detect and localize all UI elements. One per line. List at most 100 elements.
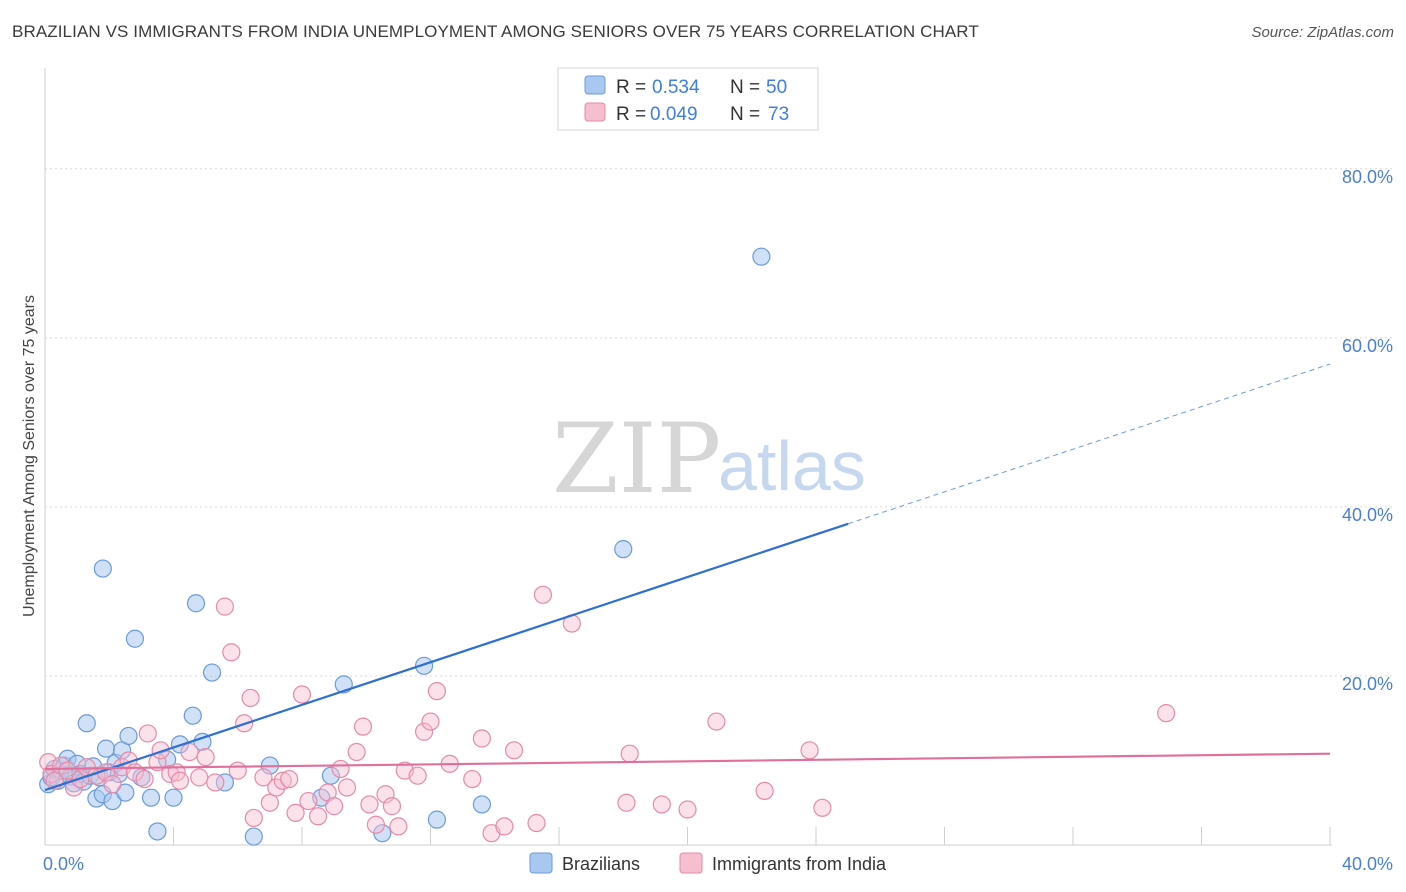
legend-r-value-1: 0.534 <box>652 77 700 98</box>
brazilians-point-31 <box>164 788 183 807</box>
india-point-73 <box>1157 704 1176 723</box>
brazilians-point-45 <box>427 810 447 829</box>
bottom-legend-india: Immigrants from India <box>712 854 887 874</box>
india-point-31 <box>254 768 273 787</box>
brazilians-point-28 <box>141 788 161 807</box>
brazilians-point-26 <box>125 629 145 648</box>
india-point-43 <box>337 778 357 797</box>
brazilians-point-35 <box>193 732 212 751</box>
india-point-37 <box>292 685 312 704</box>
trend-lines <box>44 363 1331 792</box>
brazilians-point-37 <box>215 773 234 792</box>
india-point-49 <box>382 797 402 816</box>
legend-swatch-blue <box>584 75 606 95</box>
y-tick-label-3: 80.0% <box>1342 167 1393 187</box>
india-point-23 <box>196 747 215 767</box>
legend-n-value-1: 50 <box>766 77 787 98</box>
india-point-4 <box>58 761 77 780</box>
india-point-50 <box>389 817 408 836</box>
brazilians-point-48 <box>752 247 771 266</box>
legend-n-label-1: N = <box>730 77 760 98</box>
india-point-71 <box>800 741 819 760</box>
india-point-22 <box>190 768 209 787</box>
india-point-53 <box>414 722 434 741</box>
india-point-67 <box>652 795 671 814</box>
brazilians-point-33 <box>183 706 202 725</box>
legend-swatch-pink <box>584 102 606 122</box>
india-point-25 <box>215 597 234 616</box>
india-point-30 <box>244 808 263 828</box>
bottom-legend-swatch-india <box>679 852 703 874</box>
bottom-legend: Brazilians Immigrants from India <box>529 852 887 874</box>
india-point-66 <box>620 744 639 763</box>
india-point-48 <box>376 785 395 804</box>
y-tick-label-1: 40.0% <box>1342 505 1393 525</box>
india-trend-line <box>44 752 1331 771</box>
bottom-legend-swatch-brazilians <box>529 852 553 874</box>
india-point-57 <box>463 769 482 789</box>
india-point-18 <box>161 764 180 784</box>
india-point-36 <box>286 803 305 822</box>
watermark-zip: ZIP <box>552 403 721 515</box>
watermark-atlas: atlas <box>718 427 866 505</box>
brazilians-point-29 <box>148 822 167 841</box>
india-point-47 <box>366 815 385 834</box>
brazilians-point-12 <box>77 714 96 733</box>
legend-n-value-2: 73 <box>768 104 789 125</box>
india-point-69 <box>707 712 726 731</box>
bottom-legend-brazilians: Brazilians <box>562 854 640 874</box>
india-point-55 <box>427 682 447 701</box>
india-point-52 <box>408 766 427 785</box>
india-points <box>39 585 1176 843</box>
chart-title: BRAZILIAN VS IMMIGRANTS FROM INDIA UNEMP… <box>12 22 979 41</box>
legend-box: R = 0.534 N = 50 R = 0.049 N = 73 <box>557 67 819 131</box>
india-point-62 <box>527 813 546 833</box>
india-point-63 <box>533 585 553 604</box>
legend-r-label-1: R = <box>616 77 646 98</box>
brazilians-point-36 <box>202 663 222 682</box>
legend-r-value-2: 0.049 <box>650 104 698 125</box>
india-point-42 <box>331 759 350 779</box>
brazilians-trend-line <box>44 522 849 792</box>
india-point-32 <box>260 793 279 812</box>
axes <box>44 68 1332 846</box>
brazilians-point-18 <box>96 739 116 758</box>
brazilians-point-34 <box>186 594 206 613</box>
india-point-15 <box>138 724 157 743</box>
india-point-26 <box>222 643 241 662</box>
india-point-20 <box>170 771 190 790</box>
legend-n-label-2: N = <box>730 104 760 125</box>
india-point-45 <box>353 717 373 736</box>
india-point-65 <box>617 793 636 812</box>
india-point-39 <box>308 807 328 826</box>
brazilians-point-25 <box>119 726 138 746</box>
india-point-72 <box>813 798 832 817</box>
watermark: ZIP atlas <box>552 403 866 515</box>
legend-r-label-2: R = <box>616 104 646 125</box>
india-point-21 <box>180 742 199 762</box>
brazilians-trend-extension <box>847 363 1331 525</box>
india-point-60 <box>495 817 514 836</box>
india-point-35 <box>280 769 299 789</box>
india-point-17 <box>151 741 170 760</box>
india-point-61 <box>504 741 524 760</box>
tick-labels: 20.0% 40.0% 60.0% 80.0% 0.0% 40.0% <box>43 167 1393 874</box>
source-label: Source: ZipAtlas.com <box>1251 24 1394 41</box>
y-tick-label-2: 60.0% <box>1342 336 1393 356</box>
india-point-10 <box>103 775 122 794</box>
y-axis-label: Unemployment Among Seniors over 75 years <box>21 295 38 617</box>
india-point-27 <box>228 761 247 780</box>
india-point-41 <box>325 797 344 816</box>
brazilians-point-38 <box>244 827 263 846</box>
india-point-14 <box>135 769 154 789</box>
india-point-46 <box>360 795 379 814</box>
india-point-38 <box>299 791 318 811</box>
brazilians-point-49 <box>93 559 112 578</box>
india-point-29 <box>241 688 260 708</box>
y-tick-label-0: 20.0% <box>1342 674 1393 694</box>
x-tick-label-1: 40.0% <box>1342 854 1393 874</box>
brazilians-point-47 <box>614 540 633 559</box>
india-point-70 <box>755 781 774 801</box>
brazilians-point-46 <box>472 795 491 814</box>
